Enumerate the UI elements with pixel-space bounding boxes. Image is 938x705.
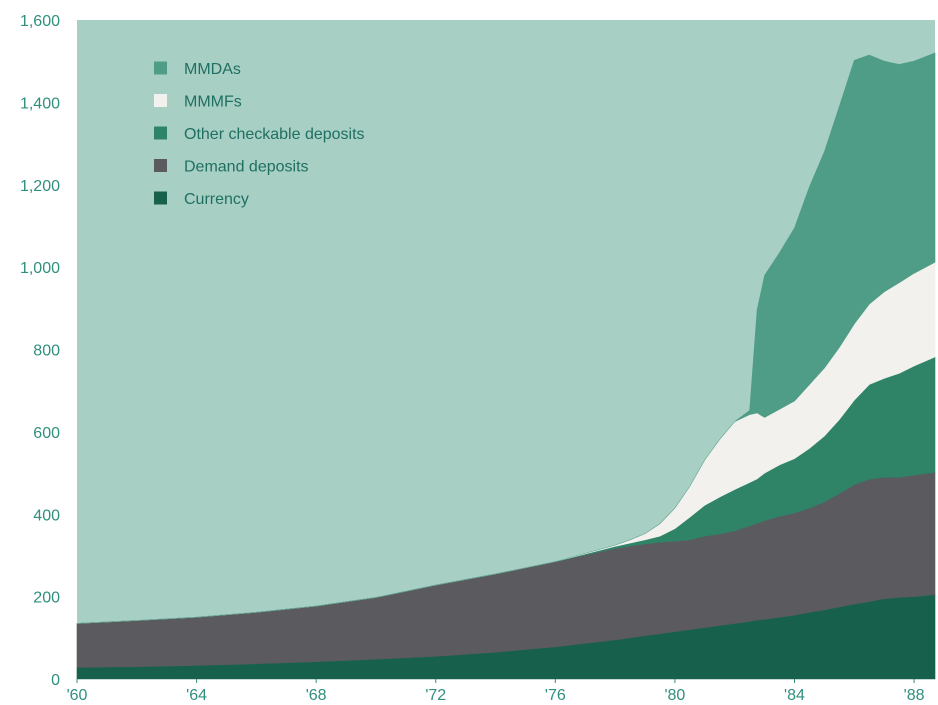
legend-swatch-demand (154, 159, 167, 172)
x-tick-label: '88 (904, 687, 925, 704)
y-tick-label: 1,000 (20, 260, 60, 277)
legend-swatch-mmdas (154, 61, 167, 75)
legend-swatch-currency (154, 191, 167, 205)
legend-swatch-mmmfs (154, 94, 167, 107)
x-tick-label: '60 (67, 687, 88, 704)
legend-label-other_checkable: Other checkable deposits (184, 126, 365, 143)
x-tick-label: '80 (664, 687, 685, 704)
y-tick-label: 1,400 (20, 95, 60, 112)
area-series-mmdas (76, 52, 936, 624)
x-tick-label: '76 (545, 687, 566, 704)
legend-label-currency: Currency (184, 191, 249, 208)
y-tick-label: 400 (33, 507, 60, 524)
x-tick-label: '72 (425, 687, 446, 704)
y-tick-label: 1,200 (20, 178, 60, 195)
y-tick-label: 200 (33, 590, 60, 607)
y-tick-label: 600 (33, 425, 60, 442)
legend-swatch-other_checkable (154, 126, 167, 140)
y-axis: 0 200 400 600 800 1,000 1,200 1,400 1,600 (20, 13, 60, 689)
legend: MMDAs MMMFs Other checkable deposits Demand… (154, 61, 365, 208)
legend-label-mmmfs: MMMFs (184, 94, 242, 111)
y-tick-label: 0 (51, 672, 60, 689)
x-tick-label: '84 (784, 687, 805, 704)
legend-label-mmdas: MMDAs (184, 61, 241, 78)
x-tick-label: '68 (306, 687, 327, 704)
plot-area (76, 20, 936, 680)
y-tick-label: 1,600 (20, 13, 60, 30)
x-axis: '60 '64 '68 '72 '76 '80 '84 '88 (67, 679, 925, 704)
legend-label-demand: Demand deposits (184, 159, 309, 176)
y-tick-label: 800 (33, 343, 60, 360)
x-tick-label: '64 (186, 687, 207, 704)
